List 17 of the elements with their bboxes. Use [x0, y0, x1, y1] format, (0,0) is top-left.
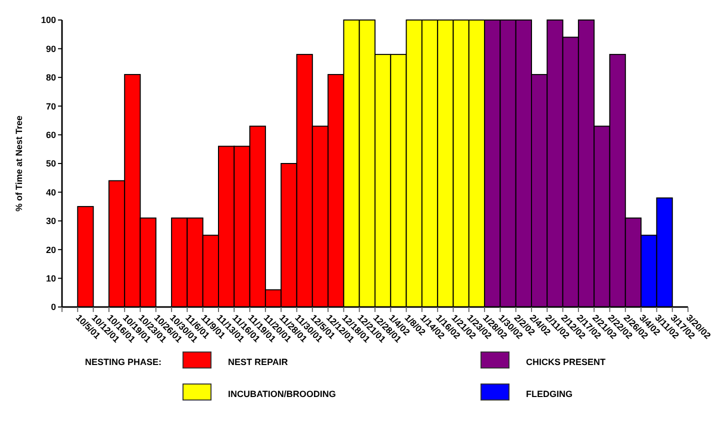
y-tick-label: 40 [46, 187, 56, 198]
y-tick-label: 70 [46, 101, 56, 112]
legend-label: INCUBATION/BROODING [228, 389, 336, 399]
y-tick-label: 60 [46, 130, 56, 140]
legend-label: NEST REPAIR [228, 357, 288, 367]
y-tick-label: 50 [46, 158, 56, 169]
legend-title: NESTING PHASE: [85, 357, 162, 367]
y-tick-label: 30 [46, 216, 56, 226]
y-axis-title: % of Time at Nest Tree [14, 116, 24, 212]
y-tick-label: 20 [46, 244, 56, 255]
y-tick-label: 0 [50, 302, 56, 312]
y-tick-label: 10 [46, 273, 56, 284]
legend-label: FLEDGING [526, 389, 572, 399]
y-tick-label: 100 [40, 15, 56, 26]
y-tick-label: 90 [46, 44, 56, 54]
y-tick-label: 80 [46, 72, 56, 83]
legend-label: CHICKS PRESENT [526, 357, 606, 367]
